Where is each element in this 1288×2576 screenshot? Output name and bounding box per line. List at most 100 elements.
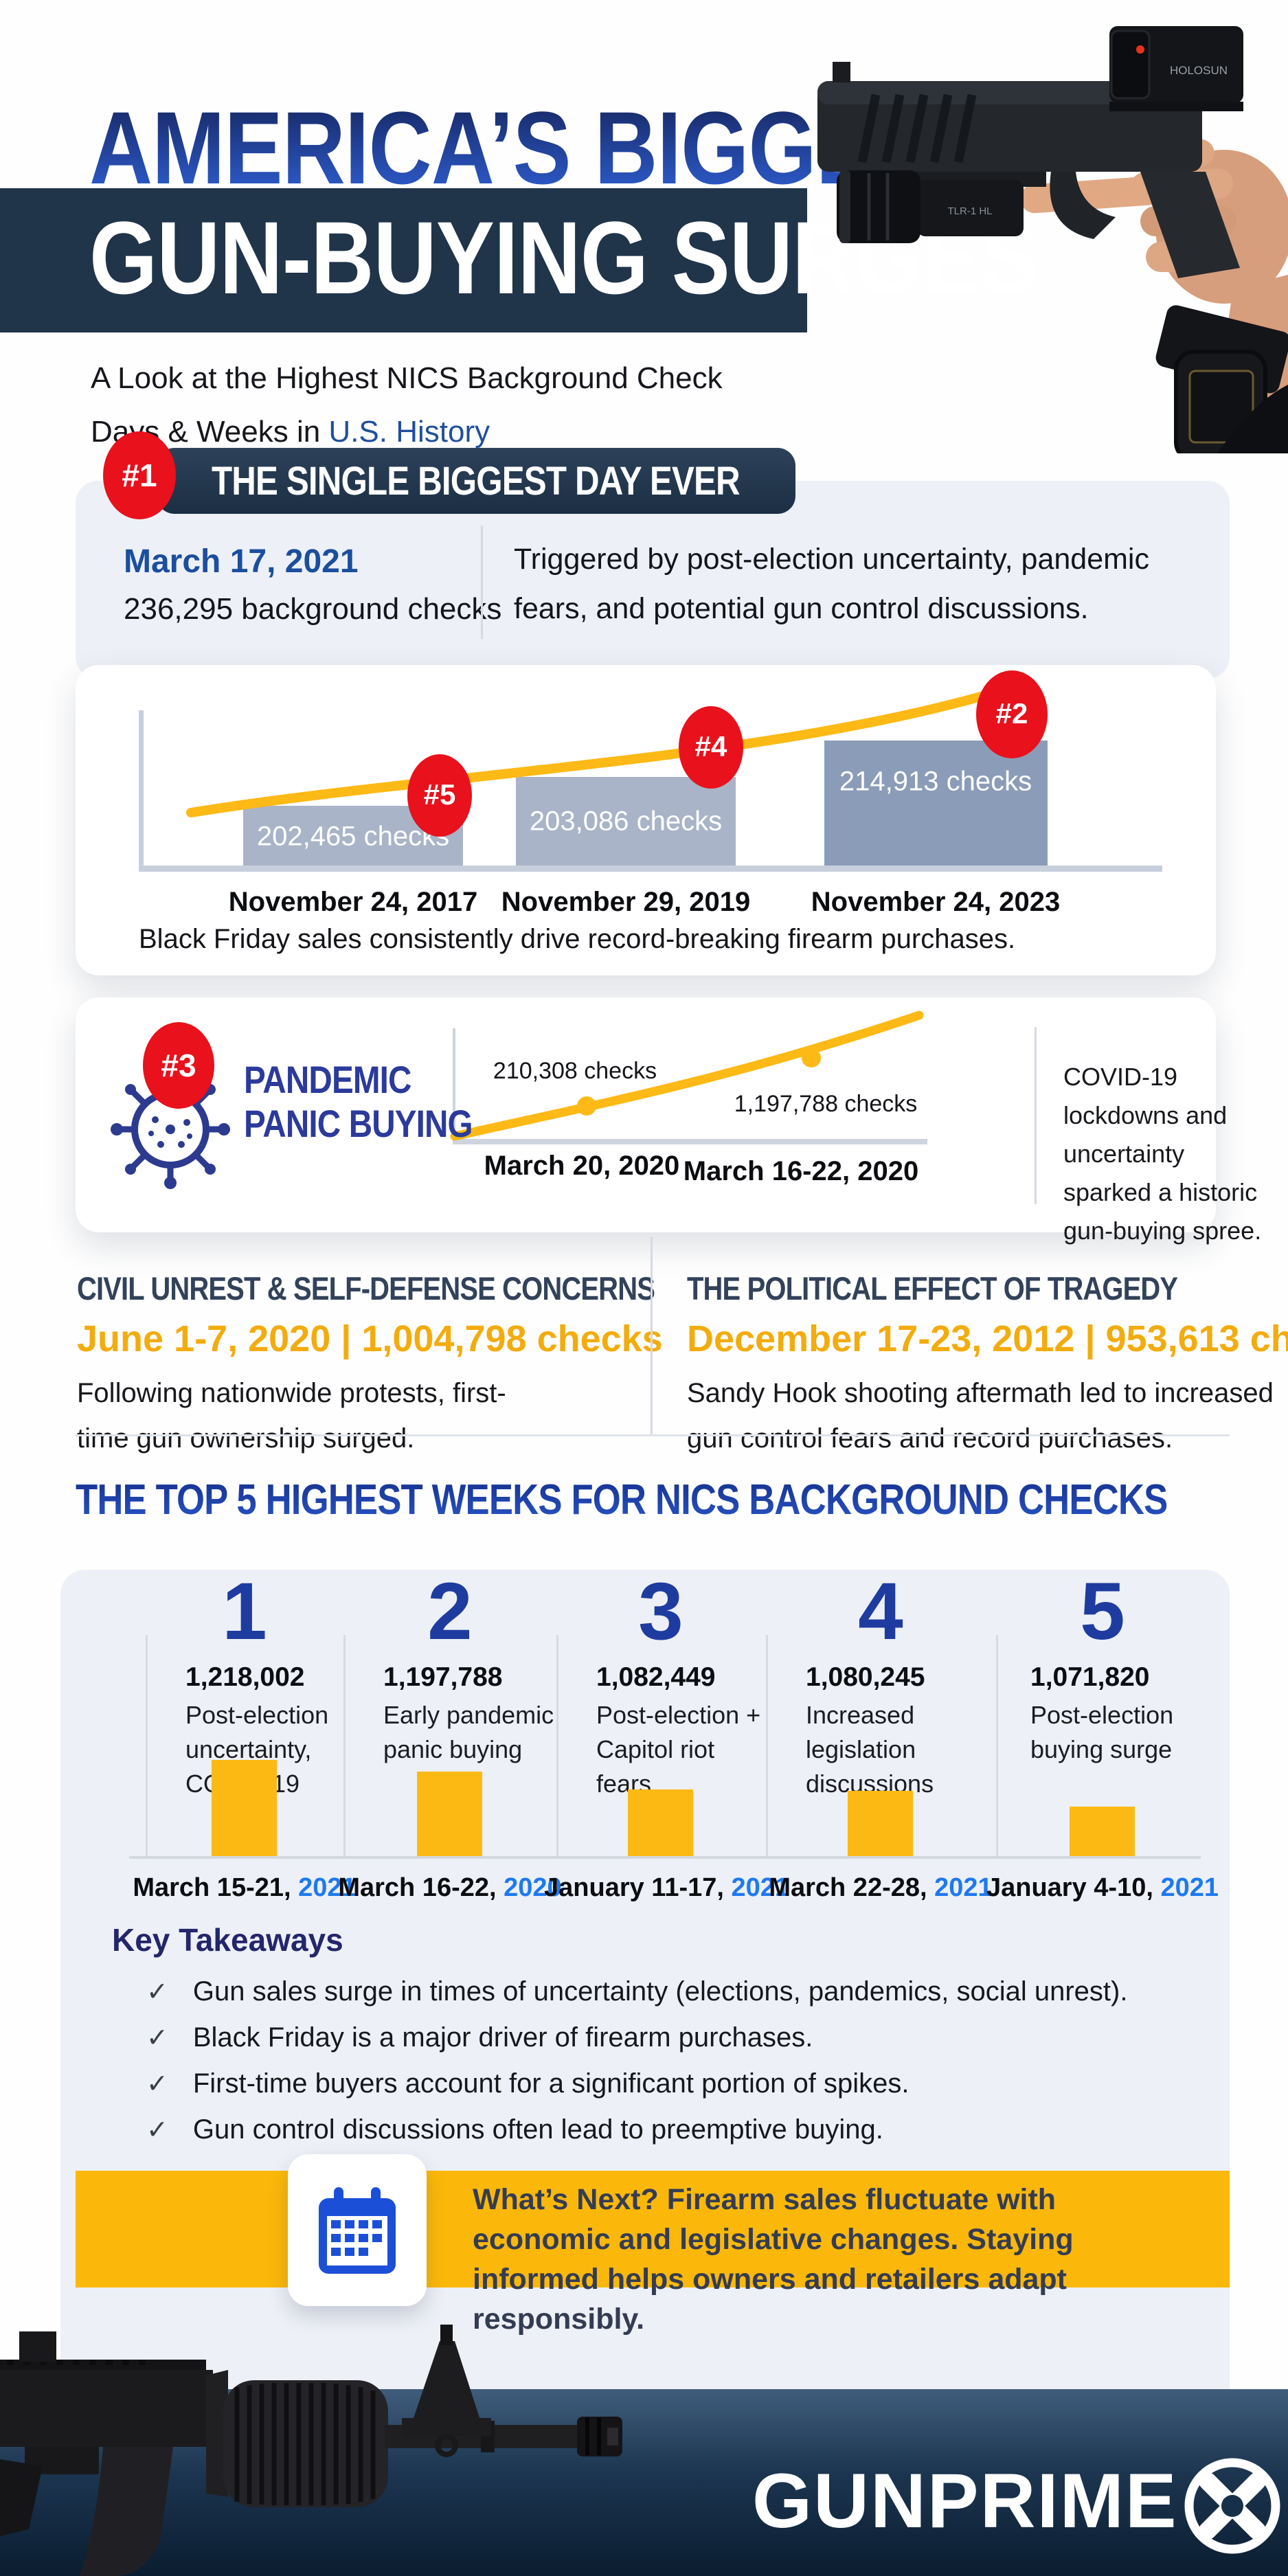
tragedy-stat: December 17-23, 2012 | 953,613 checks [687, 1318, 1288, 1359]
section1-card [76, 481, 1230, 679]
bf-date-2017: November 24, 2017 [229, 887, 477, 917]
rank-badge-5 [407, 754, 472, 837]
pandemic-description: COVID-19 lockdowns and uncertainty spark… [1063, 1063, 1262, 1245]
top5-stat-3: 1,082,449 Post-election + Capitol riot f… [596, 1662, 761, 1798]
front-sight-tower [411, 2341, 482, 2426]
weapon-light: TLR-1 HL [837, 170, 1046, 243]
bf-value-2017: 202,465 checks [257, 822, 449, 852]
rank-badge-4 [679, 706, 743, 789]
tragedy-body: Sandy Hook shooting aftermath led to inc… [687, 1378, 1274, 1454]
rifle-receiver [0, 2370, 213, 2447]
gunprime-logo-icon [1184, 2458, 1280, 2554]
check-icon: ✓ [146, 2116, 168, 2145]
top5-date-5: January 4-10, 2021 [986, 1873, 1219, 1902]
takeaway-item-1: ✓ Gun sales surge in times of uncertainty… [146, 1976, 1128, 2007]
pandemic-date-2: March 16-22, 2020 [683, 1156, 918, 1186]
pandemic-value-2: 1,197,788 checks [734, 1091, 918, 1117]
rank-badge-2 [976, 670, 1048, 758]
subtitle-line1: A Look at the Highest NICS Background Ch… [91, 361, 723, 395]
top5-rank-3: 3 [638, 1566, 683, 1657]
top5-rank-5: 5 [1080, 1566, 1125, 1657]
bf-date-2023: November 24, 2023 [811, 887, 1060, 917]
civil-unrest-stat: June 1-7, 2020 | 1,004,798 checks [77, 1318, 663, 1359]
front-sight [833, 62, 850, 82]
top5-stat-4: 1,080,245 Increased legislation discussi… [806, 1662, 934, 1798]
svg-text:#4: #4 [695, 730, 727, 762]
top5-card: 1 2 3 4 5 1,218,002 Post-election uncert… [60, 1570, 1230, 2389]
check-icon: ✓ [146, 1978, 168, 2007]
takeaway-item-3: ✓ First-time buyers account for a signifi… [146, 2068, 909, 2099]
bf-date-2019: November 29, 2019 [501, 887, 750, 917]
top5-bar-2 [417, 1772, 482, 1856]
top5-bar-3 [628, 1789, 693, 1856]
takeaway-item-4: ✓ Gun control discussions often lead to p… [146, 2114, 883, 2145]
calendar-icon [319, 2187, 396, 2274]
muzzle-device [577, 2417, 622, 2456]
top5-heading: THE TOP 5 HIGHEST WEEKS FOR NICS BACKGRO… [76, 1476, 1168, 1524]
pandemic-line [450, 1010, 924, 1141]
section1-date: March 17, 2021 [124, 543, 359, 580]
bf-trend-line [186, 686, 1005, 817]
section1-divider [481, 526, 483, 639]
top5-bar-1 [212, 1760, 277, 1856]
svg-text:#2: #2 [996, 697, 1028, 730]
pandemic-chart: 210,308 checks 1,197,788 checks March 20… [111, 1010, 927, 1189]
pandemic-divider [1035, 1027, 1037, 1204]
bf-bar-2023 [824, 741, 1048, 866]
top5-date-3: January 11-17, 2021 [544, 1873, 790, 1902]
section1-stat: 236,295 background checks [124, 592, 502, 626]
gunprime-logo: GUNPRIME [752, 2458, 1178, 2544]
sleeve [1217, 385, 1288, 453]
pandemic-date-1: March 20, 2020 [484, 1151, 680, 1181]
bf-bar-2019 [516, 777, 736, 866]
top5-stat-1: 1,218,002 Post-election uncertainty, COV… [185, 1662, 329, 1798]
top5-bar-5 [1070, 1807, 1135, 1856]
check-icon: ✓ [146, 2024, 168, 2053]
top5-stat-2: 1,197,788 Early pandemic panic buying [383, 1662, 554, 1763]
rifle-photo [0, 2325, 622, 2576]
civil-unrest-body: Following nationwide protests, first-tim… [77, 1378, 506, 1454]
banner-text: What’s Next? Firearm sales fluctuate wit… [473, 2183, 1074, 2336]
pandemic-point-2 [802, 1048, 821, 1067]
rear-sight [19, 2331, 56, 2362]
subtitle-line2: Days & Weeks in U.S. History [91, 415, 490, 449]
top5-date-4: March 22-28, 2021 [769, 1873, 993, 1902]
pandemic-card: 210,308 checks 1,197,788 checks March 20… [76, 997, 1216, 1232]
black-friday-chart: 202,465 checks 203,086 checks 214,913 ch… [139, 670, 1162, 954]
rank-badge-1: #1 [103, 431, 176, 519]
light-label: TLR-1 HL [947, 205, 992, 217]
top5-date-2: March 16-22, 2020 [338, 1873, 562, 1902]
top5-rank-4: 4 [858, 1566, 903, 1657]
pandemic-value-1: 210,308 checks [493, 1058, 657, 1084]
events-bottom-rule [76, 1434, 1230, 1436]
top5-stat-5: 1,071,820 Post-election buying surge [1030, 1662, 1174, 1763]
trigger-guard [1050, 172, 1116, 239]
pistol-grip [1140, 172, 1240, 278]
red-dot-optic: HOLOSUN [1109, 26, 1243, 111]
section1-heading: THE SINGLE BIGGEST DAY EVER [212, 458, 741, 504]
top5-date-1: March 15-21, 2021 [133, 1873, 357, 1902]
rifle-grip [0, 2459, 43, 2536]
rifle-magazine [80, 2447, 173, 2576]
red-dot [1136, 45, 1144, 54]
optic-label: HOLOSUN [1170, 64, 1228, 77]
check-icon: ✓ [146, 2070, 168, 2099]
takeaways-heading: Key Takeaways [112, 1922, 343, 1958]
top5-rank-1: 1 [222, 1566, 267, 1657]
section1-header-bar: THE SINGLE BIGGEST DAY EVER [157, 448, 795, 514]
bf-value-2019: 203,086 checks [530, 806, 722, 837]
pistol-photo: HOLOSUN TLR-1 HL [817, 26, 1288, 453]
rank-badge-3: #3 [143, 1022, 214, 1109]
tragedy-heading: THE POLITICAL EFFECT OF TRAGEDY [687, 1270, 1178, 1307]
top5-rank-2: 2 [427, 1566, 473, 1657]
subtitle-accent: U.S. History [328, 415, 490, 449]
civil-unrest-heading: CIVIL UNREST & SELF-DEFENSE CONCERNS [77, 1270, 655, 1307]
pandemic-point-1 [577, 1096, 596, 1116]
takeaway-item-2: ✓ Black Friday is a major driver of firea… [146, 2022, 813, 2053]
calendar-card [288, 2154, 427, 2306]
events-divider [651, 1236, 653, 1434]
whats-next-banner: What’s Next? Firearm sales fluctuate wit… [76, 2171, 1230, 2336]
bf-value-2023: 214,913 checks [839, 767, 1032, 797]
page-subtitle: A Look at the Highest NICS Background Ch… [91, 352, 723, 459]
